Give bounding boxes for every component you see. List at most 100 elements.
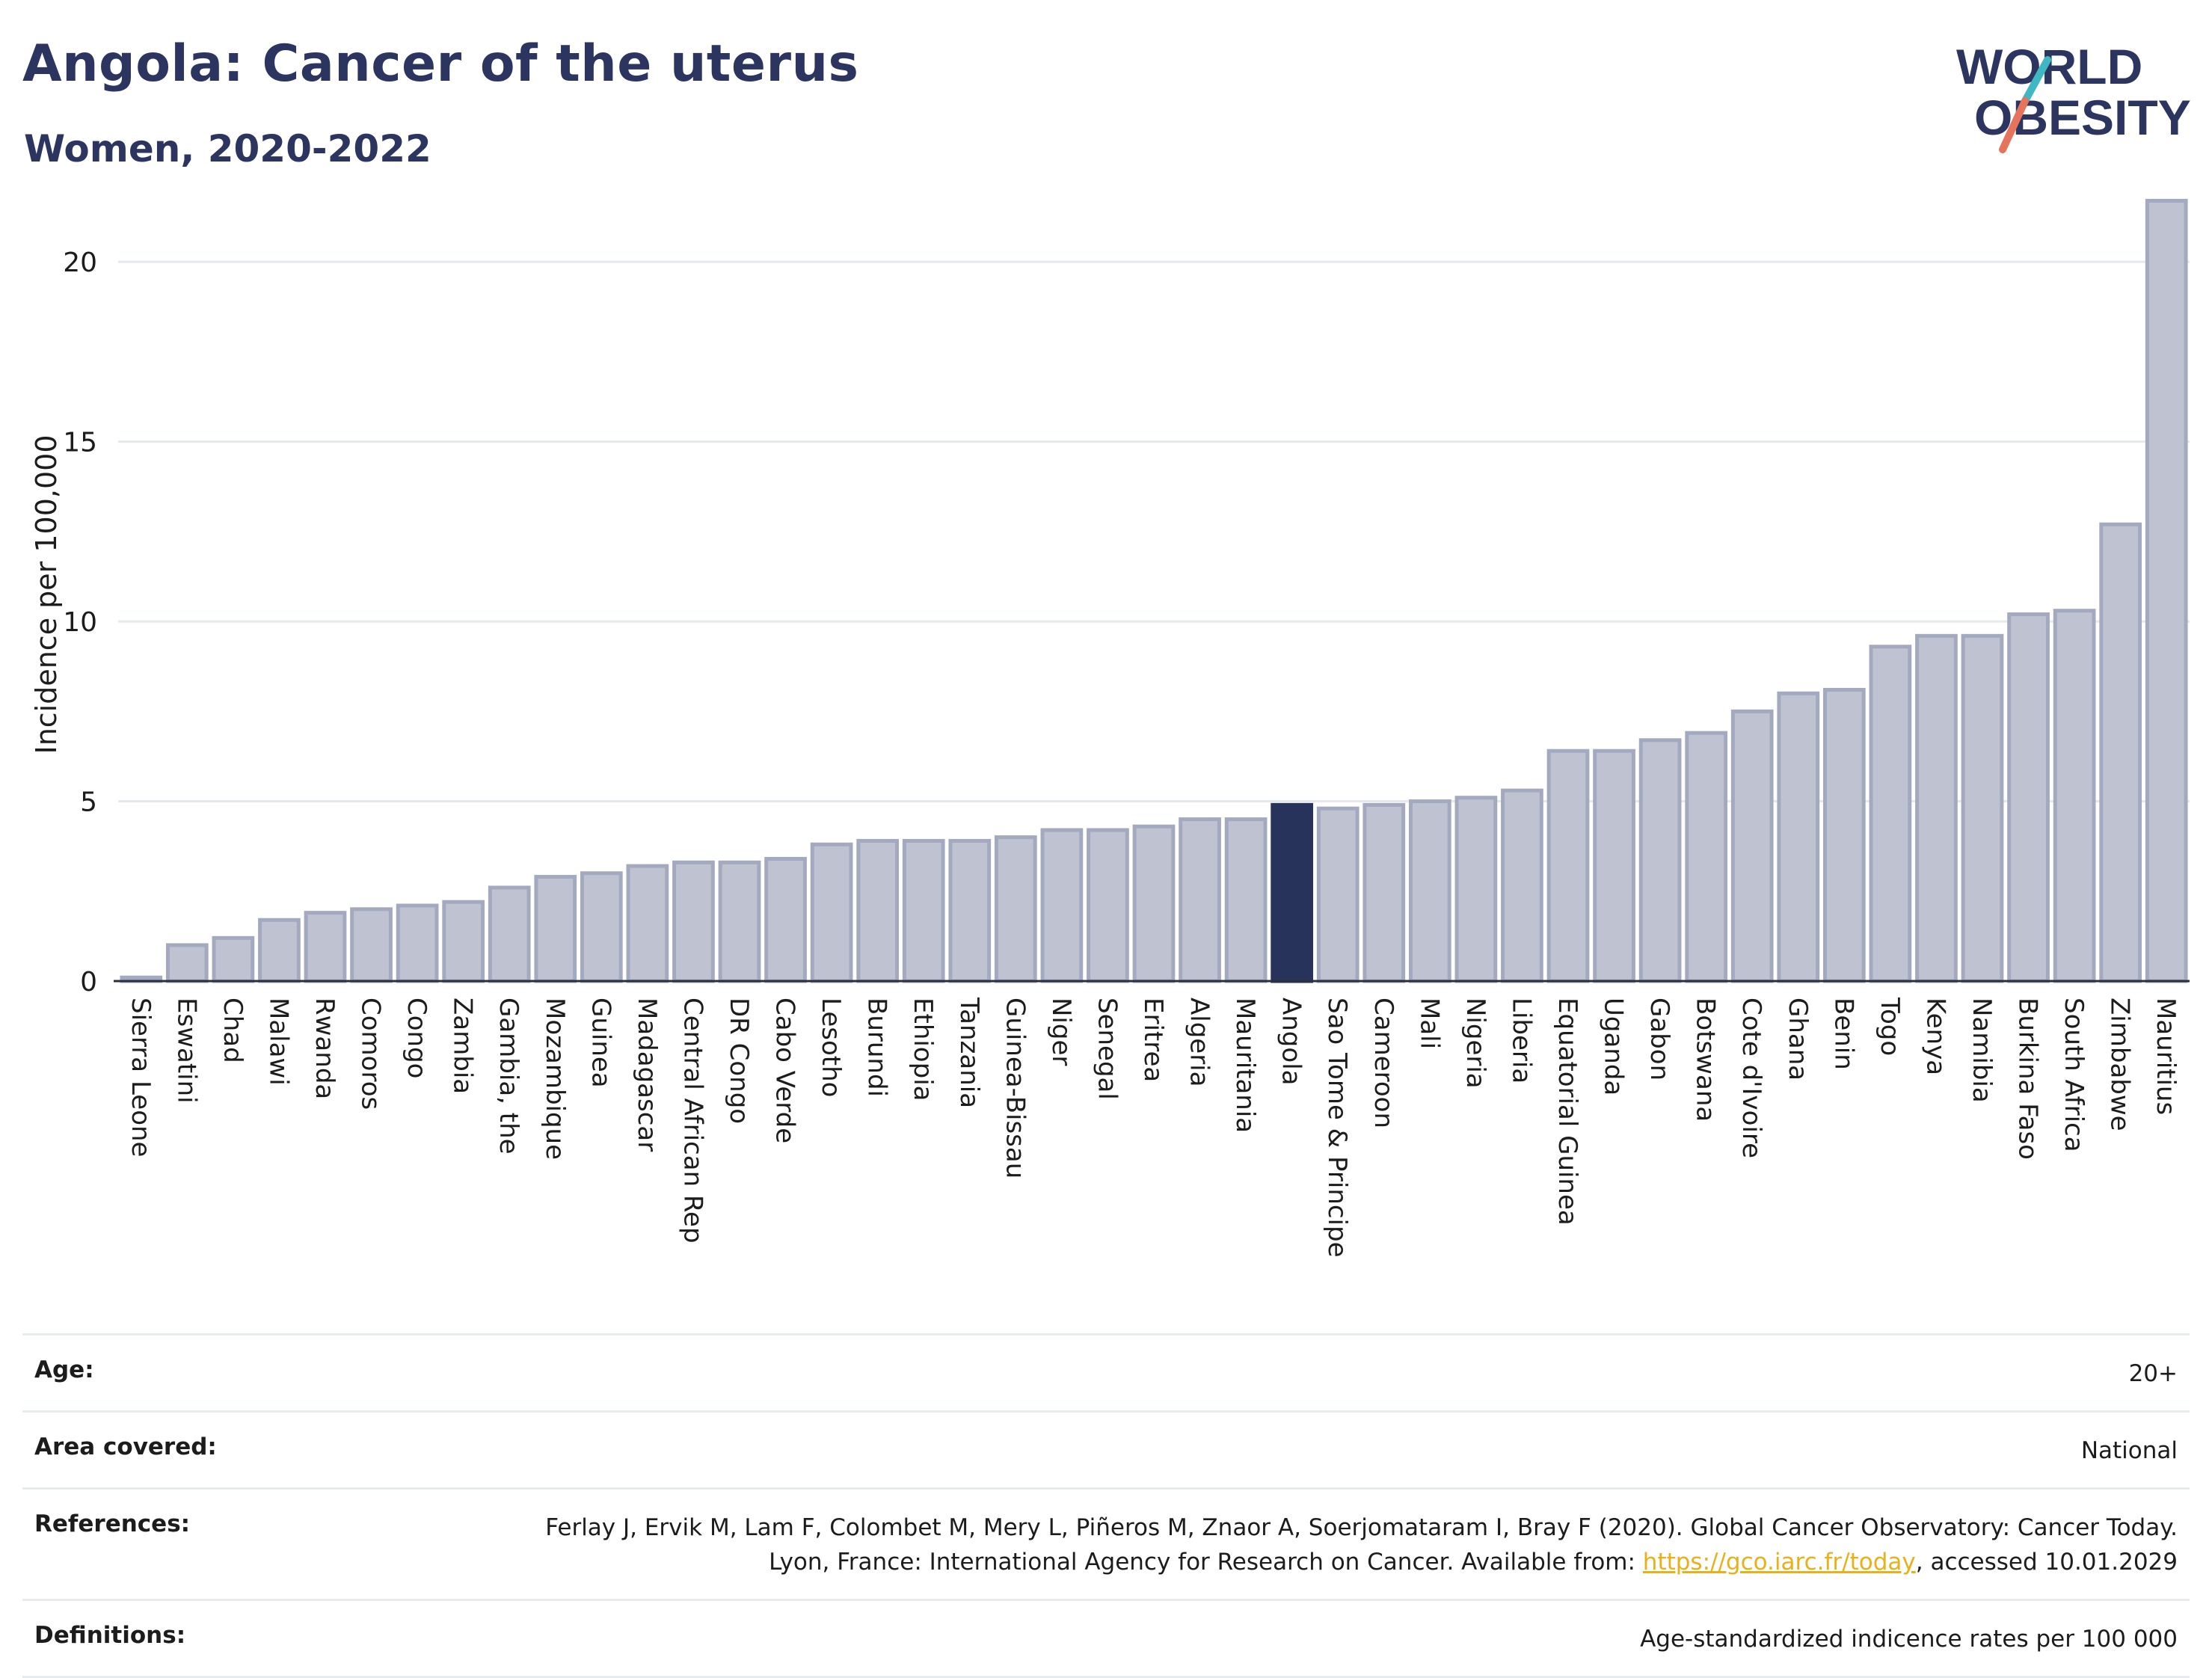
bar — [764, 856, 807, 983]
bar — [994, 835, 1037, 983]
bar — [948, 838, 992, 983]
x-tick-label: Niger — [1046, 998, 1076, 1066]
bar — [1822, 687, 1866, 983]
logo-text-world: WORLD — [1956, 39, 2142, 94]
bar — [1501, 788, 1543, 983]
x-tick-label: Burkina Faso — [2013, 998, 2043, 1160]
metadata-table: Age: 20+ Area covered: National Referenc… — [22, 1333, 2190, 1678]
bar — [1179, 817, 1221, 983]
y-tick-label: 15 — [63, 428, 97, 458]
x-tick-label: Comoros — [356, 998, 386, 1110]
x-tick-label: Central African Rep — [678, 998, 707, 1244]
bar-chart: 0 5 10 15 20 Sierra Leone Eswatini Chad Malawi R… — [30, 198, 2190, 1258]
bar — [2099, 522, 2142, 983]
x-tick-label: Gabon — [1644, 998, 1674, 1081]
area-value: National — [2080, 1437, 2178, 1464]
references-link[interactable]: https://gco.iarc.fr/today — [1642, 1549, 1916, 1576]
references-value: Ferlay J, Ervik M, Lam F, Colombet M, Me… — [517, 1510, 2178, 1579]
x-tick-label: Algeria — [1185, 998, 1214, 1087]
bar — [165, 943, 209, 983]
references-label: References: — [34, 1510, 191, 1537]
y-axis-label: Incidence per 100,000 — [30, 434, 63, 754]
x-tick-label: Senegal — [1092, 998, 1122, 1100]
bar — [1454, 796, 1498, 983]
x-tick-label: Sierra Leone — [126, 998, 156, 1157]
x-tick-label: Chad — [218, 998, 248, 1063]
bar — [396, 903, 439, 983]
bar — [534, 875, 577, 983]
bar — [626, 864, 669, 983]
x-tick-label: DR Congo — [724, 998, 754, 1124]
bar — [350, 907, 393, 983]
bar — [442, 900, 485, 983]
x-tick-label: Angola — [1276, 998, 1306, 1085]
bar — [488, 885, 531, 983]
bar — [2007, 612, 2050, 983]
x-tick-label: Togo — [1875, 997, 1905, 1056]
x-tick-label: Eswatini — [171, 998, 201, 1104]
x-tick-label: Zambia — [448, 998, 478, 1094]
x-tick-label: Uganda — [1599, 998, 1629, 1095]
bar — [1040, 828, 1084, 983]
meta-row-references: References: Ferlay J, Ervik M, Lam F, Co… — [22, 1487, 2190, 1599]
x-tick-label: Guinea — [586, 998, 615, 1088]
x-tick-label: Malawi — [263, 998, 293, 1086]
bars — [120, 198, 2188, 983]
x-tick-label: Eritrea — [1138, 998, 1168, 1082]
bar — [1362, 802, 1406, 983]
bar — [1869, 645, 1912, 983]
logo-accent-coral — [1999, 97, 2029, 153]
bar — [1593, 749, 1635, 983]
x-tick-label: Burundi — [862, 998, 892, 1097]
bar — [1316, 806, 1360, 983]
x-tick-label: Tanzania — [954, 997, 984, 1108]
bar — [212, 935, 255, 983]
x-tick-label: Lesotho — [816, 998, 846, 1097]
x-tick-label: Ghana — [1783, 998, 1813, 1081]
bar — [902, 838, 945, 983]
area-label: Area covered: — [34, 1433, 217, 1460]
age-value: 20+ — [2128, 1360, 2178, 1387]
x-tick-label: Mozambique — [540, 998, 570, 1160]
bar — [1961, 633, 2004, 983]
bar — [580, 871, 623, 983]
x-tick-label: Botswana — [1691, 998, 1721, 1122]
x-tick-label: South Africa — [2059, 998, 2089, 1152]
bar — [672, 860, 715, 983]
bar — [1087, 828, 1129, 983]
definitions-label: Definitions: — [34, 1622, 186, 1649]
y-tick-label: 0 — [80, 967, 97, 998]
meta-row-area: Area covered: National — [22, 1410, 2190, 1487]
y-tick-label: 5 — [80, 787, 97, 818]
references-text: Ferlay J, Ervik M, Lam F, Colombet M, Me… — [545, 1514, 2178, 1576]
bar — [856, 838, 900, 983]
age-label: Age: — [34, 1356, 94, 1383]
y-tick-label: 20 — [63, 248, 97, 278]
logo-accent-teal — [2021, 56, 2051, 105]
meta-row-age: Age: 20+ — [22, 1333, 2190, 1410]
x-tick-label: Guinea-Bissau — [1000, 998, 1030, 1178]
y-tick-labels: 0 5 10 15 20 — [63, 248, 97, 998]
bar — [1546, 749, 1590, 983]
bar — [1915, 633, 1958, 983]
x-tick-label: Rwanda — [310, 998, 340, 1099]
x-tick-label: Sao Tome & Principe — [1322, 998, 1352, 1258]
x-tick-label: Mauritania — [1230, 998, 1260, 1133]
bar — [1638, 738, 1682, 983]
bar — [718, 860, 761, 983]
bar — [810, 842, 853, 983]
y-tick-label: 10 — [63, 607, 97, 638]
x-tick-label: Zimbabwe — [2105, 998, 2135, 1131]
x-tick-label: Cote d'Ivoire — [1736, 998, 1766, 1158]
x-tick-label: Congo — [402, 998, 431, 1078]
x-tick-label: Equatorial Guinea — [1552, 998, 1582, 1226]
bar-highlight — [1271, 802, 1314, 983]
references-text-end: , accessed 10.01.2029 — [1915, 1549, 2178, 1576]
bar — [1730, 709, 1774, 983]
x-tick-label: Mauritius — [2151, 998, 2181, 1115]
meta-row-definitions: Definitions: Age-standardized indicence … — [22, 1599, 2190, 1678]
x-tick-label: Kenya — [1920, 998, 1950, 1075]
x-tick-label: Nigeria — [1460, 998, 1490, 1089]
x-tick-label: Benin — [1828, 998, 1858, 1070]
bar — [1224, 817, 1268, 983]
